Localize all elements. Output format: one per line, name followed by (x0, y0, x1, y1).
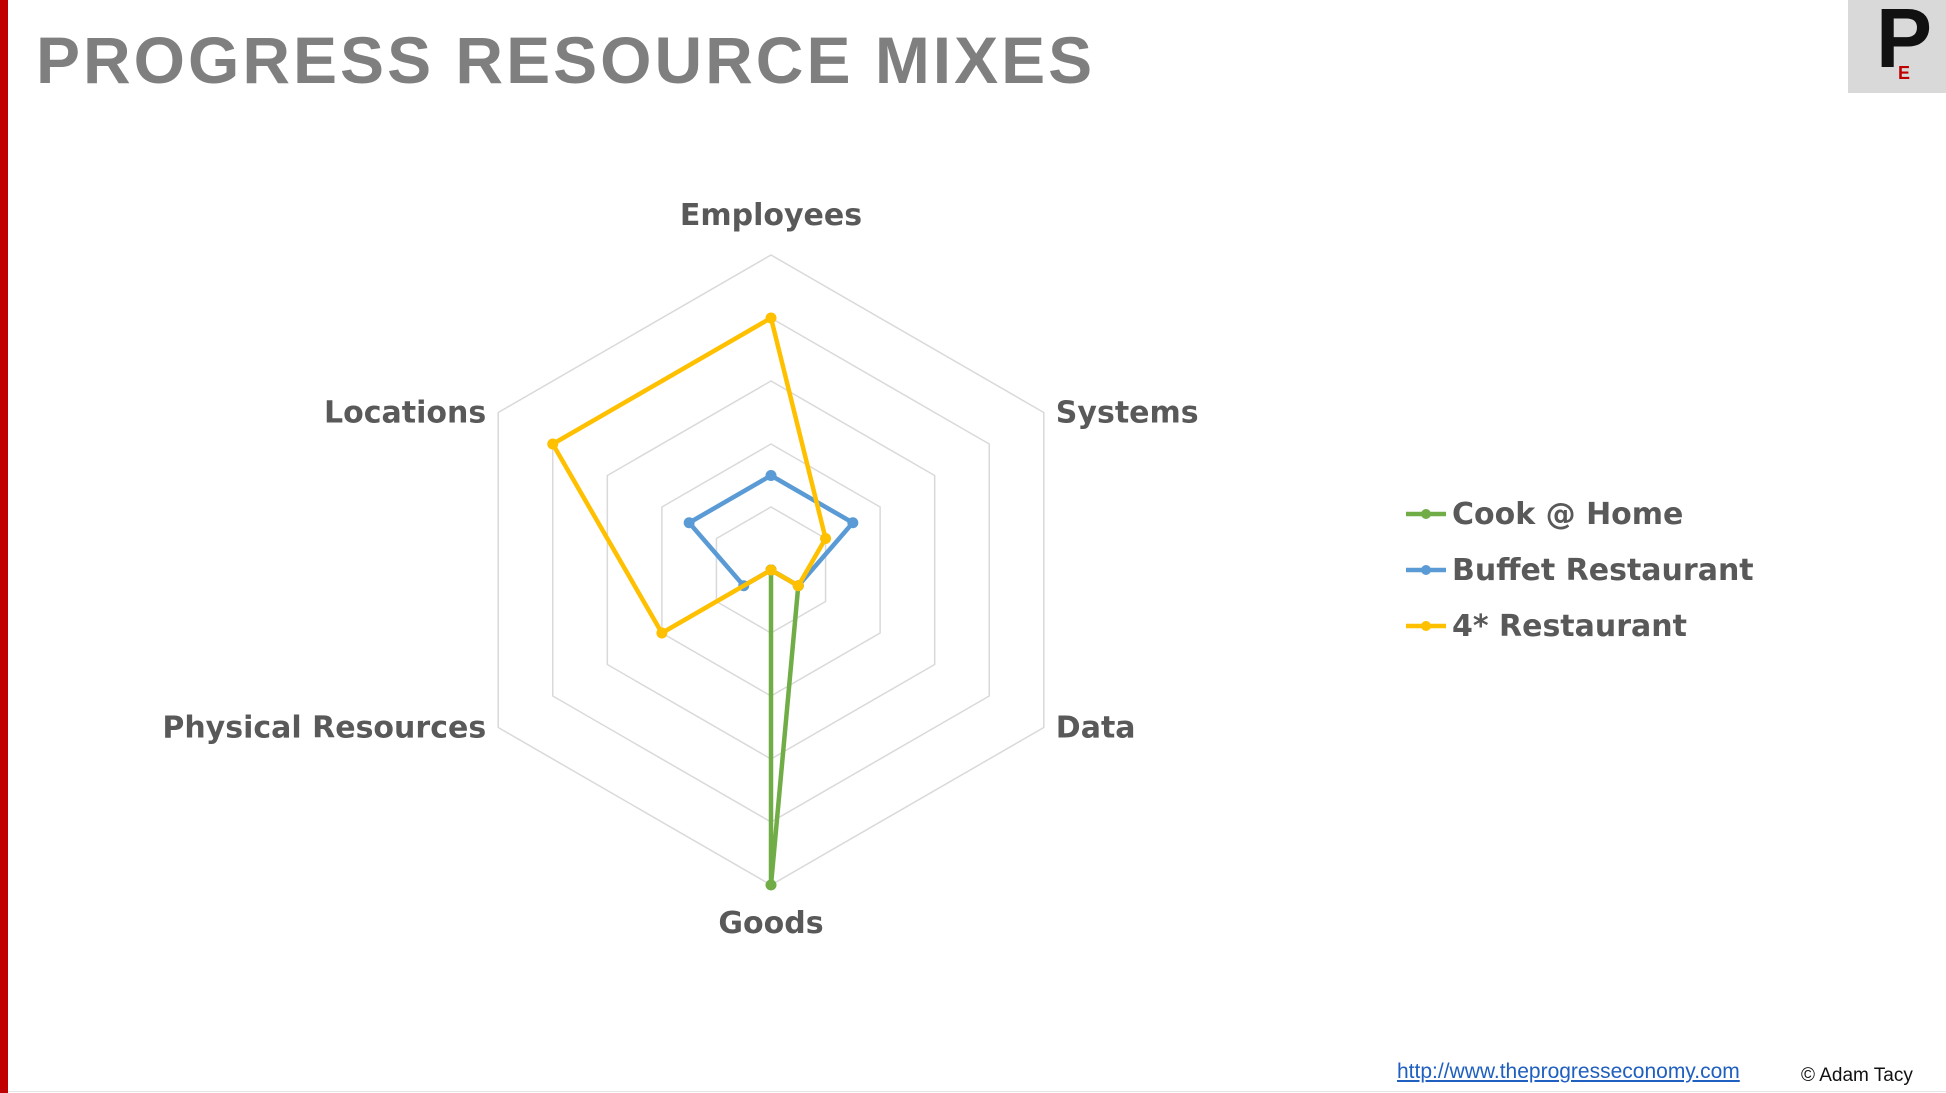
axis-label-0: Employees (680, 198, 862, 233)
series-2-point-2 (792, 580, 804, 592)
copyright-text: © Adam Tacy (1801, 1065, 1913, 1086)
legend-swatch-1 (1406, 565, 1446, 575)
series-2-point-5 (547, 438, 559, 450)
series-0-point-3 (765, 879, 777, 891)
series-2-point-0 (765, 312, 777, 324)
series-1-point-5 (683, 517, 695, 529)
slide-title: PROGRESS RESOURCE MIXES (36, 23, 1096, 97)
series-2-point-4 (656, 627, 668, 639)
legend-label-2: 4* Restaurant (1452, 608, 1687, 644)
axis-label-4: Physical Resources (162, 711, 486, 746)
series-2-point-3 (765, 564, 777, 576)
axis-label-5: Locations (324, 396, 486, 431)
axis-label-2: Data (1056, 711, 1136, 746)
legend-item-1: Buffet Restaurant (1404, 542, 1754, 598)
legend-item-2: 4* Restaurant (1404, 598, 1754, 654)
logo-letter: P (1876, 0, 1933, 85)
series-line-2 (550, 315, 828, 636)
accent-bar (0, 0, 8, 1093)
legend-label-1: Buffet Restaurant (1452, 552, 1754, 588)
website-link[interactable]: http://www.theprogresseconomy.com (1397, 1060, 1740, 1083)
axis-label-3: Goods (718, 906, 823, 941)
series-2-point-1 (820, 533, 832, 544)
logo: P E (1848, 0, 1946, 93)
series-1-point-0 (765, 470, 777, 481)
legend-swatch-0 (1406, 509, 1446, 519)
bottom-divider (8, 1091, 1946, 1092)
legend-item-0: Cook @ Home (1404, 486, 1754, 542)
chart-legend: Cook @ Home Buffet Restaurant 4* Restauran… (1404, 486, 1754, 654)
axis-label-1: Systems (1056, 396, 1199, 431)
series-1-point-1 (847, 517, 859, 529)
legend-swatch-2 (1406, 621, 1446, 631)
legend-label-0: Cook @ Home (1452, 496, 1684, 532)
logo-sub-letter: E (1898, 63, 1911, 83)
series-line-0 (768, 567, 801, 888)
